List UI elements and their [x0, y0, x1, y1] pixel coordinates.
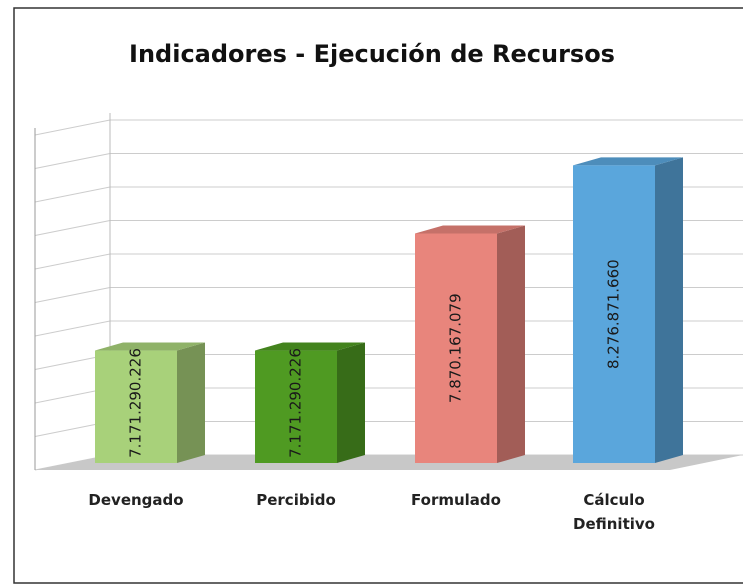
x-tick-label: Cálculo Definitivo	[573, 491, 655, 533]
floor	[35, 455, 743, 470]
grid-line-wall	[34, 253, 111, 270]
bar	[255, 342, 365, 463]
bar-front	[95, 350, 177, 463]
x-tick-label: Percibido	[256, 491, 336, 509]
bar-front	[255, 350, 337, 463]
bar-top	[415, 225, 525, 234]
bar-top	[573, 157, 683, 166]
bar	[415, 225, 525, 463]
x-tick-label: Devengado	[88, 491, 184, 509]
bars: 7.171.290.226 7.171.290.226 7.870.167.079 8…	[95, 157, 683, 463]
bar-top	[255, 342, 365, 351]
bar	[95, 342, 205, 463]
bar	[573, 157, 683, 463]
x-tick-label: Formulado	[411, 491, 501, 509]
grid-line-wall	[34, 119, 111, 136]
grid-line-wall	[34, 320, 111, 337]
bar-side	[337, 342, 365, 463]
value-label: 7.870.167.079	[447, 293, 465, 403]
value-label: 7.171.290.226	[287, 348, 305, 458]
bar-side	[655, 157, 683, 463]
bar-front	[573, 165, 655, 463]
grid-line-wall	[34, 287, 111, 303]
bar-side	[177, 342, 205, 463]
grid-line-wall	[34, 153, 111, 169]
bar-front	[415, 233, 497, 463]
bar-top	[95, 342, 205, 351]
value-label: 7.171.290.226	[127, 348, 145, 458]
grid-line-wall	[34, 186, 111, 203]
value-label: 8.276.871.660	[605, 259, 623, 369]
chart-title: Indicadores - Ejecución de Recursos	[129, 40, 615, 68]
grid-line-wall	[34, 220, 111, 236]
bar-side	[497, 225, 525, 463]
